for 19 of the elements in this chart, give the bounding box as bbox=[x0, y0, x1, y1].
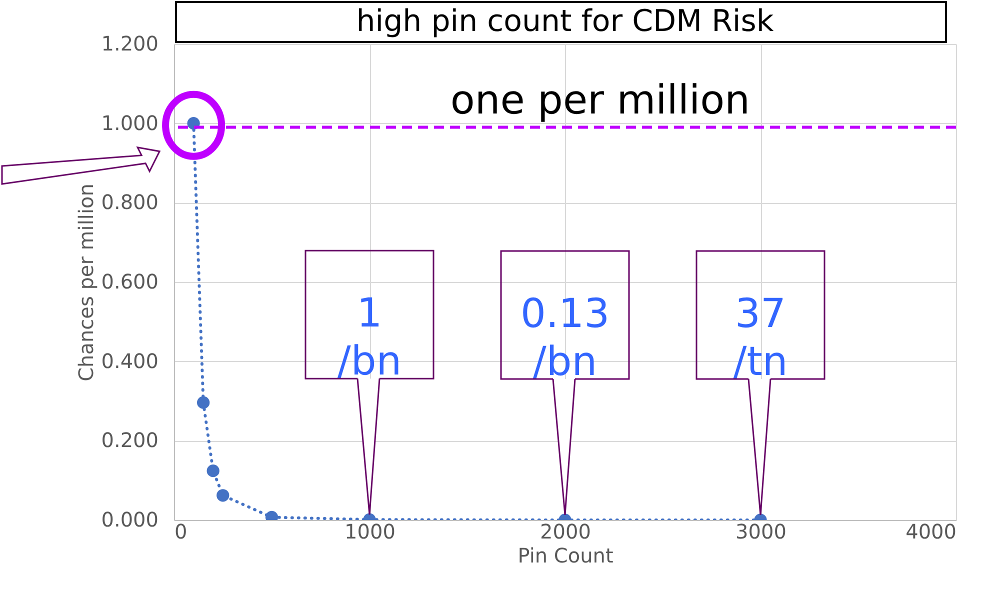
y-tick-label: 0.200 bbox=[101, 428, 158, 452]
y-tick-label: 0.400 bbox=[101, 348, 158, 373]
chart-title: high pin count for CDM Risk bbox=[356, 4, 774, 39]
annotation: 0.13 /bn bbox=[520, 290, 610, 385]
y-tick-label: 0.800 bbox=[101, 190, 158, 214]
x-tick-label: 4000 bbox=[906, 520, 956, 544]
x-axis-title: Pin Count bbox=[518, 544, 614, 568]
x-tick-label: 0 bbox=[174, 520, 188, 544]
annotation: 1 /bn bbox=[337, 290, 402, 385]
y-tick-label: 0.600 bbox=[101, 270, 158, 294]
x-tick-label: 1000 bbox=[344, 520, 396, 544]
y-axis-title: Chances per million bbox=[74, 184, 98, 382]
y-tick-label: 1.000 bbox=[101, 110, 158, 135]
x-tick-label: 3000 bbox=[736, 520, 786, 544]
y-tick-label: 0.000 bbox=[101, 508, 158, 532]
x-tick-label: 2000 bbox=[540, 520, 591, 544]
y-tick-label: 1.200 bbox=[101, 32, 158, 56]
annotation: 37 /tn bbox=[733, 290, 788, 385]
ref-line-label: one per million bbox=[450, 77, 750, 124]
